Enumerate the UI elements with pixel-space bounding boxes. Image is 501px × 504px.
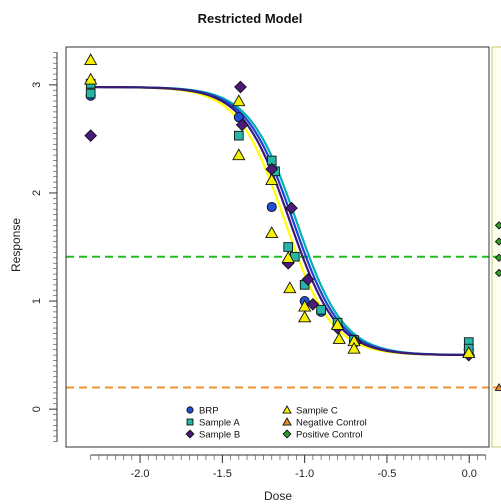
fit-curve-2 [90, 85, 470, 357]
reference-lines [66, 255, 501, 389]
y-axis-label: Response [9, 218, 23, 272]
point-sample-a-9 [316, 304, 326, 315]
point-brp-3 [266, 201, 277, 213]
y-tick-label: 3 [31, 82, 43, 88]
chart-title: Restricted Model [198, 11, 303, 26]
point-sample-b-5 [285, 201, 298, 215]
y-tick-label: 1 [31, 298, 43, 304]
x-tick-label: -1.5 [213, 468, 232, 480]
legend-label-brp: BRP [199, 406, 219, 417]
point-sample-a-6 [283, 242, 294, 252]
fit-curve-4 [90, 85, 470, 357]
x-tick-label: 0.0 [462, 468, 477, 480]
point-sample-c-14 [347, 341, 361, 354]
point-sample-b-7 [301, 273, 315, 286]
point-sample-b-1 [84, 129, 98, 142]
right-panel-background [491, 46, 501, 448]
plot-frame [65, 46, 490, 448]
point-sample-c-12 [332, 332, 346, 344]
point-sample-a-2 [85, 88, 96, 99]
point-sample-c-7 [281, 251, 295, 263]
y-tick-label: 2 [31, 190, 43, 196]
legend-marker-sample-b [185, 429, 195, 439]
point-sample-c-6 [265, 226, 279, 238]
legend-label-negative-control: Negative Control [296, 418, 367, 429]
y-tick-label: 0 [31, 406, 43, 412]
point-sample-c-10 [298, 310, 312, 323]
fit-curves [90, 85, 470, 357]
x-axis-label: Dose [264, 489, 292, 503]
y-axis: 0 1 2 3 [31, 52, 58, 442]
panel-edge-marker-1 [494, 237, 501, 246]
point-sample-c-3 [232, 94, 246, 107]
legend-label-positive-control: Positive Control [296, 430, 363, 441]
legend-label-sample-c: Sample C [296, 406, 338, 417]
legend-marker-sample-c [282, 405, 292, 414]
legend-marker-brp [186, 406, 194, 414]
legend-marker-positive-control [282, 429, 292, 439]
fit-curve-3 [90, 85, 470, 357]
point-sample-b-2 [234, 80, 247, 94]
point-sample-c-8 [283, 281, 297, 294]
point-sample-c-4 [232, 148, 246, 161]
panel-edge-marker-3 [494, 268, 501, 278]
point-sample-b-3 [235, 118, 249, 132]
point-sample-c-1 [84, 53, 98, 66]
x-axis: -2.0 -1.5 -1.0 -0.5 0.0 [90, 454, 487, 480]
x-tick-label: -1.0 [295, 468, 314, 480]
panel-edge-marker-4 [494, 221, 501, 230]
point-sample-c-2 [84, 72, 98, 85]
panel-edge-marker-2 [494, 253, 501, 263]
x-tick-label: -0.5 [377, 468, 396, 480]
point-sample-c-15 [462, 346, 476, 358]
legend-label-sample-a: Sample A [199, 418, 240, 429]
point-sample-c-5 [265, 173, 279, 186]
right-panel-edge [491, 46, 501, 448]
legend-label-sample-b: Sample B [199, 430, 240, 441]
legend-marker-sample-a [186, 418, 194, 426]
legend-marker-negative-control [282, 417, 292, 426]
data-points [84, 53, 501, 391]
point-sample-b-8 [306, 297, 320, 311]
x-tick-label: -2.0 [131, 468, 150, 480]
point-sample-c-11 [330, 318, 345, 330]
point-sample-a-3 [234, 130, 244, 141]
fit-curve-1 [90, 85, 470, 357]
